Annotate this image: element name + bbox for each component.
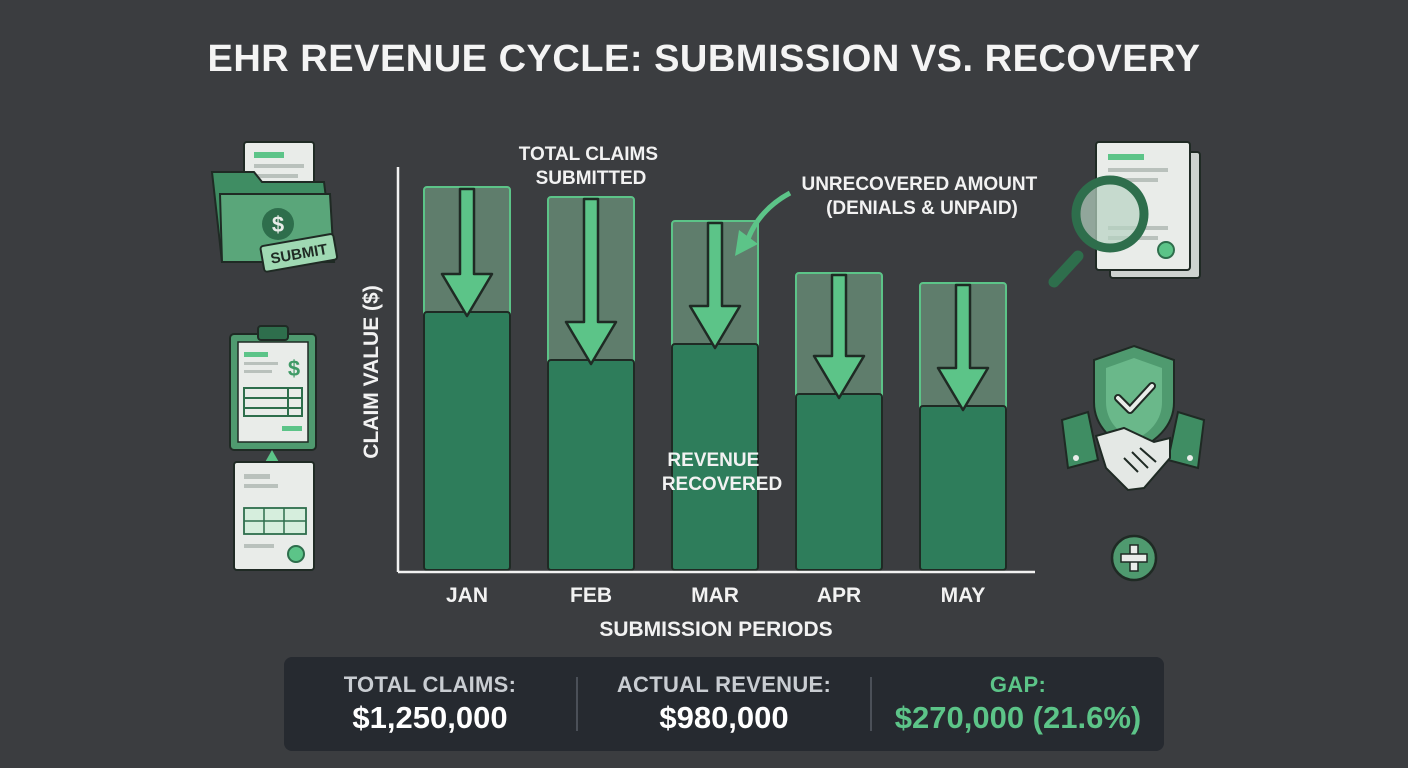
y-axis-title: CLAIM VALUE ($) (360, 285, 383, 458)
bar-recovered-apr (795, 393, 883, 571)
plus-icon (1110, 534, 1158, 582)
gap-arrow-apr (812, 273, 866, 400)
annotation-total-claims-line2: SUBMITTED (536, 168, 647, 189)
summary-actual-revenue: ACTUAL REVENUE: $980,000 (578, 657, 870, 751)
summary-gap-label: GAP: (989, 672, 1047, 697)
annotations-layer: TOTAL CLAIMS SUBMITTED UNRECOVERED AMOUN… (519, 144, 1042, 495)
bar-recovered-jan (423, 311, 511, 571)
annotation-revenue-recovered-line1: REVENUE (667, 450, 759, 471)
summary-gap-value: $270,000 (21.6%) (894, 700, 1142, 735)
summary-divider (870, 677, 872, 731)
axes-layer (396, 167, 1035, 574)
x-tick-label-mar: MAR (691, 584, 739, 607)
bars-layer (423, 186, 1007, 571)
summary-divider (576, 677, 578, 731)
x-axis-title: SUBMISSION PERIODS (599, 618, 832, 641)
summary-total-claims: TOTAL CLAIMS: $1,250,000 (284, 657, 576, 751)
annotation-total-claims-line1: TOTAL CLAIMS (519, 144, 658, 165)
annotation-unrecovered-line2: (DENIALS & UNPAID) (826, 198, 1018, 219)
bar-recovered-feb (547, 359, 635, 571)
x-tick-label-jan: JAN (446, 584, 488, 607)
summary-total-label: TOTAL CLAIMS: (343, 672, 517, 697)
svg-text:$: $ (288, 356, 300, 381)
x-tick-label-may: MAY (941, 584, 986, 607)
annotation-unrecovered-line1: UNRECOVERED AMOUNT (801, 174, 1037, 195)
gap-arrow-mar (688, 221, 742, 350)
claim-form-icon (233, 450, 315, 571)
x-tick-label-feb: FEB (570, 584, 612, 607)
svg-text:$: $ (272, 212, 284, 237)
annotation-revenue-recovered: REVENUE RECOVERED (662, 450, 782, 495)
gap-arrow-feb (564, 197, 618, 366)
labels-layer: JAN FEB MAR APR MAY (446, 584, 985, 607)
bar-recovered-may (919, 405, 1007, 571)
summary-revenue-label: ACTUAL REVENUE: (616, 672, 832, 697)
chart-title: EHR REVENUE CYCLE: SUBMISSION VS. RECOVE… (207, 38, 1201, 80)
annotation-unrecovered: UNRECOVERED AMOUNT (DENIALS & UNPAID) (801, 174, 1042, 219)
gap-arrow-may (936, 283, 990, 412)
document-magnifier-icon (1048, 141, 1201, 288)
submit-folder-icon: $ SUBMIT (210, 141, 339, 273)
clipboard-invoice-icon: $ (229, 325, 317, 451)
summary-gap: GAP: $270,000 (21.6%) (872, 657, 1164, 751)
gap-arrow-jan (440, 187, 494, 318)
x-tick-label-apr: APR (817, 584, 861, 607)
summary-total-value: $1,250,000 (352, 700, 508, 735)
annotation-total-claims: TOTAL CLAIMS SUBMITTED (519, 144, 664, 189)
summary-revenue-value: $980,000 (659, 700, 789, 735)
summary-panel: TOTAL CLAIMS: $1,250,000 ACTUAL REVENUE:… (284, 657, 1164, 751)
shield-handshake-icon (1060, 344, 1206, 492)
annotation-unrecovered-arrowhead (735, 230, 758, 256)
annotation-revenue-recovered-line2: RECOVERED (662, 474, 782, 495)
